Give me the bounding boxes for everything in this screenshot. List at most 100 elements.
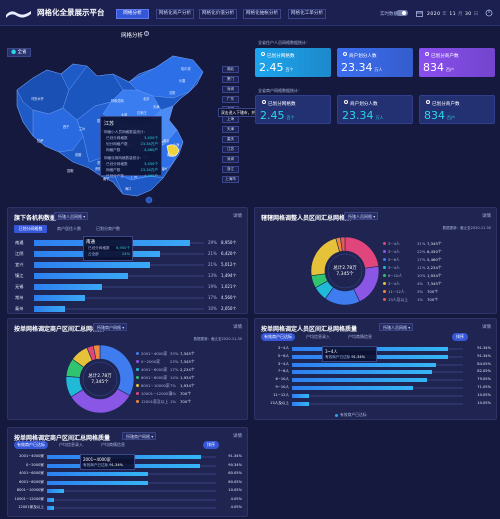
org-row-name[interactable]: 江阴	[15, 251, 24, 256]
people-donut-slice[interactable]	[344, 236, 380, 269]
people-quality-row-bar[interactable]	[292, 362, 436, 367]
merchant-quality-row-label[interactable]: 10001~12000家	[14, 496, 44, 501]
merchant-donut-legend-label[interactable]: 8001~10000家	[141, 383, 170, 388]
map-region-2[interactable]: 长春	[179, 79, 186, 83]
date-display[interactable]: 2020 年 11 月 30 日	[427, 11, 479, 17]
merchant-quality-row-bar[interactable]	[47, 480, 148, 485]
map-region-24[interactable]: 杭州	[167, 153, 174, 157]
people-quality-row-label[interactable]: 7~8人	[277, 369, 289, 374]
realtime-toggle[interactable]	[396, 10, 408, 16]
org-row-bar[interactable]	[34, 306, 65, 312]
org-row-name[interactable]: 南通	[15, 240, 24, 245]
people-donut-legend-label[interactable]: 3~4人	[388, 281, 400, 286]
tab-2[interactable]: 网格化价值分析	[199, 9, 237, 19]
merchant-quality-select[interactable]: 所辖商户网格 ▾	[122, 432, 156, 440]
people-donut-legend-label[interactable]: 11~12人	[388, 289, 405, 294]
map-side-button-10[interactable]: 浙江	[222, 166, 239, 173]
merchant-donut-slice[interactable]	[70, 388, 131, 414]
merchant-quality-row-bar[interactable]	[47, 472, 148, 476]
merchant-quality-pill-1[interactable]: 户均信息录入	[59, 442, 83, 447]
exit-icon[interactable]	[485, 9, 493, 17]
map-region-6[interactable]: 石家庄	[137, 111, 147, 115]
kpi-card-0[interactable]: 已划分网格数 2.45 百个	[255, 48, 331, 77]
tab-0[interactable]: 网格分析	[116, 9, 149, 19]
merchant-donut-chart[interactable]	[62, 341, 138, 417]
map-region-8[interactable]: 呼和浩特	[111, 99, 124, 103]
map-side-button-11[interactable]: 上海市	[222, 176, 239, 183]
people-donut-legend-label[interactable]: 3~4人	[388, 241, 400, 246]
map-region-12[interactable]: 兰州	[79, 127, 86, 131]
map-side-button-6[interactable]: 天津	[222, 126, 239, 133]
people-donut-legend-label[interactable]: 3~4人	[388, 249, 400, 254]
merchant-donut-legend-label[interactable]: 6001~8000家	[141, 375, 168, 380]
map-side-button-1[interactable]: 厦门	[222, 76, 239, 83]
people-quality-row-bar[interactable]	[292, 378, 427, 383]
help-icon[interactable]: ?	[144, 31, 149, 36]
org-row-name[interactable]: 常州	[15, 295, 24, 300]
people-quality-row-label[interactable]: 3~4人	[277, 361, 289, 366]
kpi2-card-0[interactable]: 已划分网格数 2.45 百个	[255, 95, 331, 124]
map-region-1[interactable]: 哈尔滨	[181, 67, 191, 71]
people-quality-row-label[interactable]: 9~10人	[275, 385, 289, 389]
org-tab-1[interactable]: 商户居住人数	[57, 226, 81, 231]
map-region-0[interactable]: 乌鲁木齐	[31, 97, 44, 101]
merchant-donut-legend-label[interactable]: 4001~6000家	[141, 367, 168, 372]
org-more-link[interactable]: 详情	[233, 214, 242, 219]
people-quality-pill-0[interactable]: 有效商户已达标	[261, 333, 295, 341]
people-donut-legend-label[interactable]: 6~10人	[388, 273, 403, 278]
map-region-22[interactable]: 南京	[163, 139, 170, 143]
merchant-quality-row-label[interactable]: 4001~6000家	[19, 471, 44, 475]
map-region-14[interactable]: 西宁	[63, 125, 70, 129]
merchant-quality-row-label[interactable]: 6001~8000家	[19, 479, 44, 484]
org-row-bar[interactable]	[34, 262, 150, 268]
map-side-button-7[interactable]: 重庆	[222, 136, 239, 143]
org-tab-2[interactable]: 已划分商户数	[96, 226, 120, 231]
org-row-bar[interactable]	[34, 273, 128, 279]
people-quality-row-label[interactable]: 11~12人	[273, 392, 289, 397]
merchant-quality-pill-0[interactable]: 有效商户已达标	[14, 441, 48, 449]
merchant-quality-row-label[interactable]: 0~2000家	[25, 462, 44, 467]
merchant-quality-pill-2[interactable]: 户均商情信息	[101, 442, 125, 447]
map-region-16[interactable]: 成都	[75, 153, 82, 157]
merchant-quality-row-label[interactable]: 2001~4000家	[19, 454, 44, 458]
map-side-button-0[interactable]: 湖北	[222, 66, 239, 73]
merchant-quality-row-bar[interactable]	[47, 506, 54, 510]
tab-4[interactable]: 网格化工单分析	[288, 9, 326, 19]
map-region-29[interactable]: 昆明	[67, 169, 74, 173]
people-quality-row-label[interactable]: 3~4人	[277, 346, 289, 350]
org-tab-0[interactable]: 已划分网格数	[14, 225, 47, 233]
people-donut-legend-label[interactable]: 13人及以上	[388, 297, 409, 302]
people-quality-more[interactable]: 详情	[482, 325, 491, 330]
people-donut-select[interactable]: 所辖人员网格 ▾	[344, 212, 378, 220]
map-side-button-3[interactable]: 广东	[222, 96, 239, 103]
tab-1[interactable]: 网格化商户分析	[156, 9, 194, 19]
people-donut-slice[interactable]	[340, 236, 346, 252]
org-row-name[interactable]: 镇江	[15, 273, 24, 278]
map-region-25[interactable]: 福州	[161, 167, 168, 171]
merchant-quality-row-label[interactable]: 12001家及以上	[18, 505, 44, 509]
org-row-bar[interactable]	[34, 284, 102, 290]
jiangsu-highlight[interactable]	[166, 144, 180, 157]
people-quality-row-bar[interactable]	[292, 386, 413, 390]
map-region-26[interactable]: 广州	[131, 175, 138, 179]
people-quality-row-label[interactable]: 5~6人	[277, 353, 289, 358]
map-side-button-5[interactable]: 上海	[222, 116, 239, 123]
merchant-donut-legend-label[interactable]: 2001~4000家	[141, 351, 168, 356]
map-region-30[interactable]: 海口	[125, 187, 132, 191]
merchant-donut-select[interactable]: 所辖商户网格 ▾	[93, 323, 127, 331]
people-quality-row-bar[interactable]	[292, 370, 432, 375]
people-quality-sort-pill[interactable]: 排序	[452, 333, 468, 341]
people-donut-legend-label[interactable]: 5~6人	[388, 257, 400, 262]
kpi2-card-2[interactable]: 已划分商户数 834 百户	[419, 95, 495, 124]
people-quality-pill-1[interactable]: 户均信息录入	[306, 334, 330, 339]
map-side-button-2[interactable]: 深圳	[222, 86, 239, 93]
map-side-button-9[interactable]: 深圳	[222, 156, 239, 163]
merchant-quality-more[interactable]: 详情	[233, 434, 242, 439]
org-row-name[interactable]: 无锡	[15, 284, 24, 289]
people-quality-row-bar[interactable]	[292, 393, 309, 398]
kpi2-card-1[interactable]: 商户划分人数 23.34 万人	[337, 95, 413, 124]
map-scope-badge[interactable]: ⬤ 全省	[7, 48, 31, 57]
merchant-donut-legend-label[interactable]: 0~2000家	[141, 359, 161, 364]
map-region-3[interactable]: 沈阳	[169, 91, 176, 95]
tab-3[interactable]: 网格化抽帐分析	[243, 9, 281, 19]
